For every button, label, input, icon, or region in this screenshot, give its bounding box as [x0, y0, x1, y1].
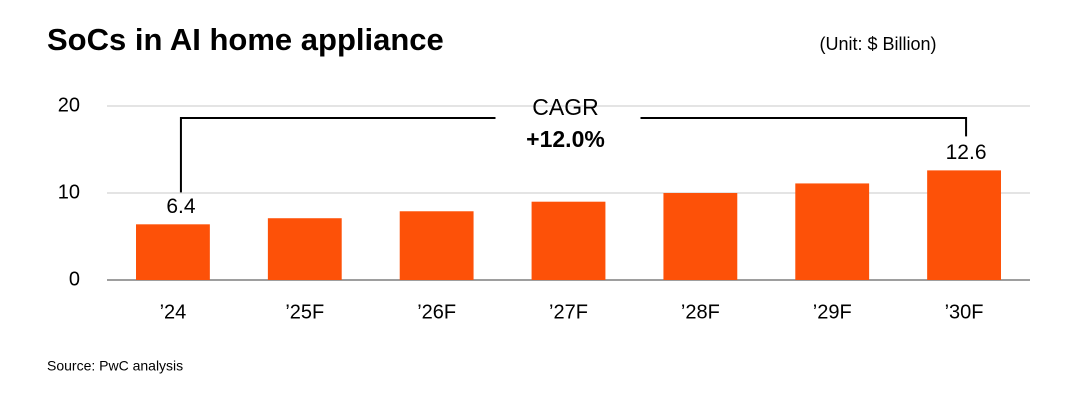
x-tick-label: ’25F — [285, 301, 324, 323]
bar — [795, 183, 870, 280]
source-note: Source: PwC analysis — [47, 358, 183, 374]
x-tick-label: ’29F — [813, 301, 852, 323]
bar — [136, 224, 210, 280]
value-label: 12.6 — [946, 141, 987, 164]
bar — [663, 193, 738, 280]
cagr-bracket — [640, 117, 968, 137]
value-label: 6.4 — [166, 195, 196, 218]
x-tick-label: ’27F — [549, 301, 588, 323]
x-tick-label: ’28F — [681, 301, 720, 323]
cagr-value: +12.0% — [526, 126, 605, 152]
cagr-label: CAGR — [532, 94, 598, 120]
x-tick-label: ’26F — [417, 301, 456, 323]
chart-title: SoCs in AI home appliance — [47, 22, 444, 57]
cagr-bracket — [179, 117, 496, 193]
bar — [267, 218, 342, 280]
y-tick-label: 0 — [69, 268, 80, 290]
chart-subtitle: (Unit: $ Billion) — [819, 34, 936, 54]
y-tick-label: 20 — [58, 94, 80, 116]
bar — [399, 211, 474, 280]
bar — [531, 201, 606, 280]
y-tick-label: 10 — [58, 181, 80, 203]
bar — [927, 170, 1001, 280]
x-tick-label: ’24 — [160, 301, 187, 323]
x-tick-label: ’30F — [945, 301, 984, 323]
